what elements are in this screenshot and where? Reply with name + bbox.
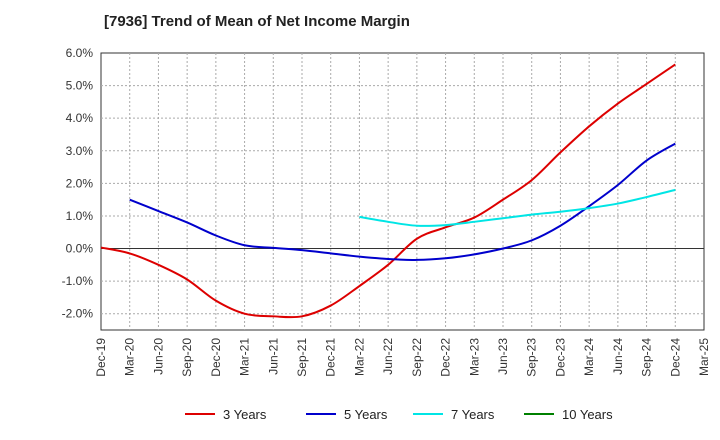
x-tick-label: Jun-22 — [381, 338, 395, 375]
y-tick-label: 1.0% — [66, 209, 94, 223]
legend-label-7-years: 7 Years — [451, 407, 495, 422]
x-tick-label: Dec-19 — [94, 338, 108, 377]
y-tick-label: -2.0% — [62, 307, 94, 321]
x-tick-label: Sep-23 — [525, 338, 539, 377]
x-tick-label: Sep-21 — [295, 338, 309, 377]
axis-layer: 6.0% 5.0% 4.0% 3.0% 2.0% 1.0% 0.0% -1.0% -2.0% De… — [62, 46, 711, 377]
x-tick-label: Dec-22 — [439, 338, 453, 377]
x-tick-label: Mar-21 — [238, 338, 252, 376]
y-tick-label: 4.0% — [66, 111, 94, 125]
x-tick-label: Dec-21 — [324, 338, 338, 377]
legend-label-10-years: 10 Years — [562, 407, 613, 422]
x-tick-label: Dec-23 — [553, 338, 567, 377]
y-tick-label: 3.0% — [66, 144, 94, 158]
y-tick-label: 5.0% — [66, 79, 94, 93]
x-tick-label: Jun-24 — [611, 338, 625, 375]
y-tick-label: 6.0% — [66, 46, 94, 60]
x-tick-label: Sep-20 — [180, 338, 194, 377]
y-tick-label: 0.0% — [66, 242, 94, 256]
x-tick-label: Dec-20 — [209, 338, 223, 377]
x-tick-label: Mar-25 — [697, 338, 711, 376]
series-layer — [100, 63, 676, 319]
chart-title: [7936] Trend of Mean of Net Income Margi… — [104, 13, 410, 30]
x-tick-label: Dec-24 — [668, 338, 682, 377]
x-tick-label: Jun-20 — [151, 338, 165, 375]
x-tick-label: Mar-24 — [582, 338, 596, 376]
x-tick-label: Sep-24 — [640, 338, 654, 377]
legend-label-3-years: 3 Years — [223, 407, 267, 422]
x-tick-label: Jun-23 — [496, 338, 510, 375]
series-line-7-years — [359, 188, 676, 227]
y-tick-label: -1.0% — [62, 274, 94, 288]
x-tick-label: Mar-20 — [123, 338, 137, 376]
series-line-3-years — [100, 63, 676, 319]
x-tick-label: Jun-21 — [266, 338, 280, 375]
x-tick-label: Sep-22 — [410, 338, 424, 377]
grid-layer — [101, 53, 704, 330]
legend-label-5-years: 5 Years — [344, 407, 388, 422]
x-tick-label: Mar-22 — [352, 338, 366, 376]
legend: 3 Years 5 Years 7 Years 10 Years — [185, 407, 613, 422]
plot-area — [100, 52, 705, 331]
x-tick-label: Mar-23 — [467, 338, 481, 376]
y-tick-label: 2.0% — [66, 176, 94, 190]
